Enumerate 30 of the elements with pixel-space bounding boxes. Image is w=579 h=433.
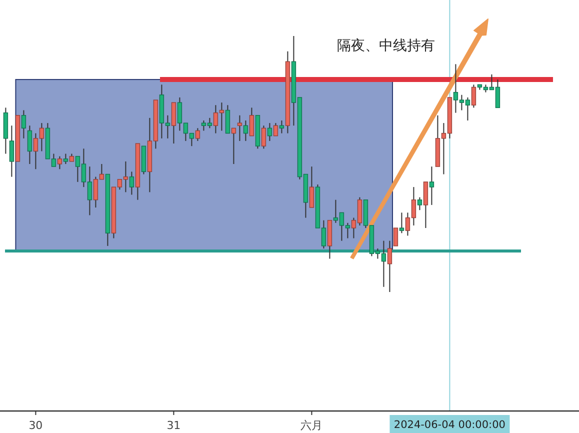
x-tick-label: 2024-06-04 00:00:00 [394, 419, 506, 431]
candlestick [429, 166, 434, 206]
candlestick [57, 156, 62, 170]
candlestick [309, 166, 314, 208]
candlestick [471, 84, 476, 108]
candlestick [387, 240, 392, 292]
candlestick [423, 181, 428, 228]
x-tick-label: 六月 [300, 419, 323, 432]
candlestick [237, 114, 242, 142]
candlestick [21, 110, 26, 139]
candlestick [399, 212, 404, 234]
candlestick [273, 122, 278, 136]
candlestick [267, 122, 272, 142]
candlestick [225, 104, 230, 134]
candlestick [279, 120, 284, 134]
candlestick [249, 107, 254, 136]
x-tick-label: 30 [28, 419, 43, 432]
candlestick [27, 125, 32, 164]
candlestick [171, 102, 176, 144]
candlestick [63, 153, 68, 164]
candlestick [129, 171, 134, 196]
candlestick [261, 125, 266, 150]
x-tick-label: 31 [166, 419, 181, 432]
candlestick [231, 128, 236, 164]
candlestick [393, 228, 398, 246]
candlestick [9, 125, 14, 178]
annotation: 隔夜、中线持有 [337, 38, 435, 54]
candlestick [195, 128, 200, 142]
candlestick [243, 120, 248, 142]
candlestick [417, 196, 422, 211]
